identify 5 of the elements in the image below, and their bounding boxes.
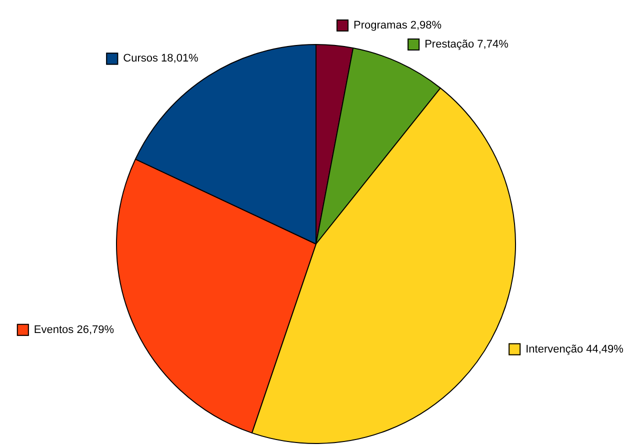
legend-label: Prestação 7,74% [424, 38, 509, 51]
legend-label: Cursos 18,01% [123, 52, 199, 65]
legend-label: Intervenção 44,49% [526, 343, 624, 356]
legend-label: Eventos 26,79% [34, 324, 114, 336]
legend-label: Programas 2,98% [354, 19, 442, 32]
